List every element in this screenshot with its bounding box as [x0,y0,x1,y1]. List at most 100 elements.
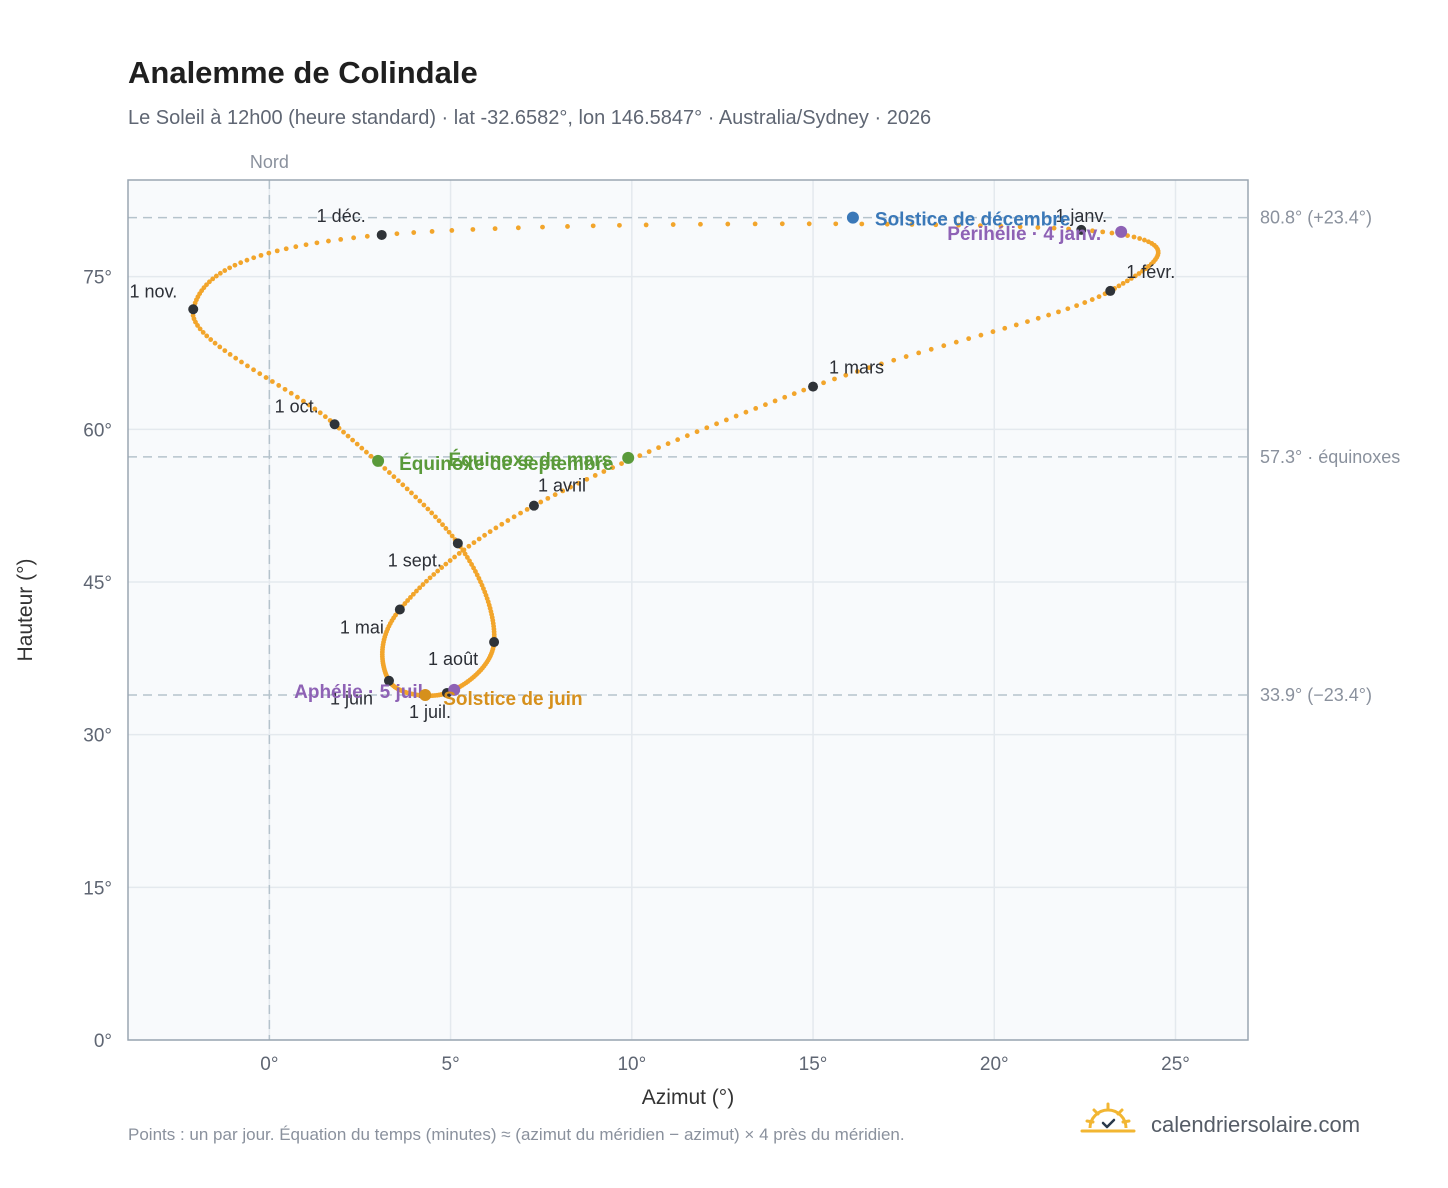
analemma-day-point [222,348,228,354]
analemma-day-point [222,268,228,273]
analemma-day-point [429,229,435,234]
analemma-day-point [409,490,414,496]
analemma-day-point [301,398,306,404]
analemma-day-point [467,558,472,564]
event-label: Solstice de juin [443,689,582,710]
analemma-day-point [1131,234,1137,240]
analemma-day-point [1017,224,1023,230]
analemma-day-point [466,543,472,549]
analemma-day-point [866,365,872,371]
plot-frame [127,179,1249,1041]
analemma-day-point [1109,230,1115,236]
analemma-day-point [212,340,218,346]
analemma-day-point [1090,228,1095,234]
analemma-day-point [476,536,482,542]
analemma-day-point [753,406,759,411]
analemma-day-point [266,250,272,256]
analemma-day-point [1056,309,1061,315]
reference-line-label: 57.3° · équinoxes [1260,447,1400,467]
analemma-day-point [400,482,406,488]
analemma-day-point [317,410,323,416]
month-label: 1 mai [340,617,384,637]
analemma-day-point [694,429,700,435]
analemma-day-point [439,565,445,570]
event-label: Équinoxe de septembre [399,453,613,475]
y-tick-label: 45° [83,573,112,594]
analemma-day-point [698,221,703,227]
analemma-day-point [1046,312,1051,318]
analemma-day-point [288,390,294,396]
analemma-day-point [1142,237,1147,243]
analemma-day-point [464,555,470,560]
analemma-day-point [408,594,413,600]
analemma-day-point [656,445,661,451]
analemma-day-point [471,565,476,571]
analemma-day-point [806,221,812,227]
analemma-day-point [704,425,710,431]
analemma-day-point [364,449,369,455]
analemma-day-point [791,391,797,397]
analemma-day-point [425,506,431,512]
analemma-day-point [471,540,477,546]
analemma-day-point [590,223,596,229]
analemma-day-point [391,474,397,480]
analemma-day-point [1132,273,1138,279]
analemma-day-point [1129,276,1134,281]
analemma-day-point [469,562,474,567]
month-marker [376,229,387,240]
analemma-day-point [772,398,778,404]
analemma-day-point [213,273,219,279]
analemma-day-point [752,221,758,227]
analemma-day-point [257,371,263,377]
analemma-day-point [998,223,1004,229]
analemma-day-point [576,480,581,486]
analemma-day-point [322,414,328,420]
analemma-day-point [524,506,530,512]
analemma-day-point [1089,297,1095,302]
event-label: Aphélie · 5 juil. [294,682,428,703]
analemma-day-point [433,514,438,520]
analemma-day-point [499,521,505,527]
analemma-day-point [440,522,445,528]
analemma-day-point [619,461,624,467]
month-label: 1 sept. [388,550,442,570]
analemma-day-point [941,343,947,349]
analemma-day-point [258,252,264,258]
analemma-day-point [1100,229,1106,235]
analemma-day-point [821,380,826,386]
analemma-day-point [404,486,410,492]
y-tick-label: 30° [83,726,112,747]
analemma-day-point [646,449,652,455]
x-tick-label: 5° [442,1054,460,1075]
event-marker [1115,225,1128,238]
analemma-day-point [470,227,476,232]
month-markers: 1 janv. 1 févr. 1 mars 1 avril 1 mai 1 juin 1 … [130,206,1176,722]
analemma-day-point [1065,306,1071,312]
analemma-day-point [637,453,643,459]
month-marker [528,500,539,511]
analemma-day-point [733,413,739,419]
analemma-day-point [515,225,521,231]
analemma-day-point [763,402,768,408]
month-label: 1 nov. [130,281,178,301]
x-axis-title: Azimut (°) [642,1086,734,1109]
analemma-day-point [269,379,275,384]
analemma-day-point [238,260,244,266]
analemma-day-point [891,357,897,363]
reference-lines: 80.8° (+23.4°) 57.3° · équinoxes 33.9° (−2… [128,208,1400,705]
event-marker [419,688,432,701]
analemma-day-point [424,578,429,584]
analemma-day-point [832,376,837,382]
analemma-day-point [251,255,257,261]
analemma-day-point [449,533,455,539]
analemma-day-point [368,453,374,459]
analemma-day-point [197,326,203,332]
analemma-day-point [1066,226,1071,232]
month-marker [383,675,394,686]
analemma-day-point [417,585,423,591]
analemma-day-point [338,237,344,242]
analemma-day-point [670,222,676,227]
analemma-day-point [909,222,915,227]
y-axis-ticks: 0° 15° 30° 45° 60° 75° [83,268,112,1052]
